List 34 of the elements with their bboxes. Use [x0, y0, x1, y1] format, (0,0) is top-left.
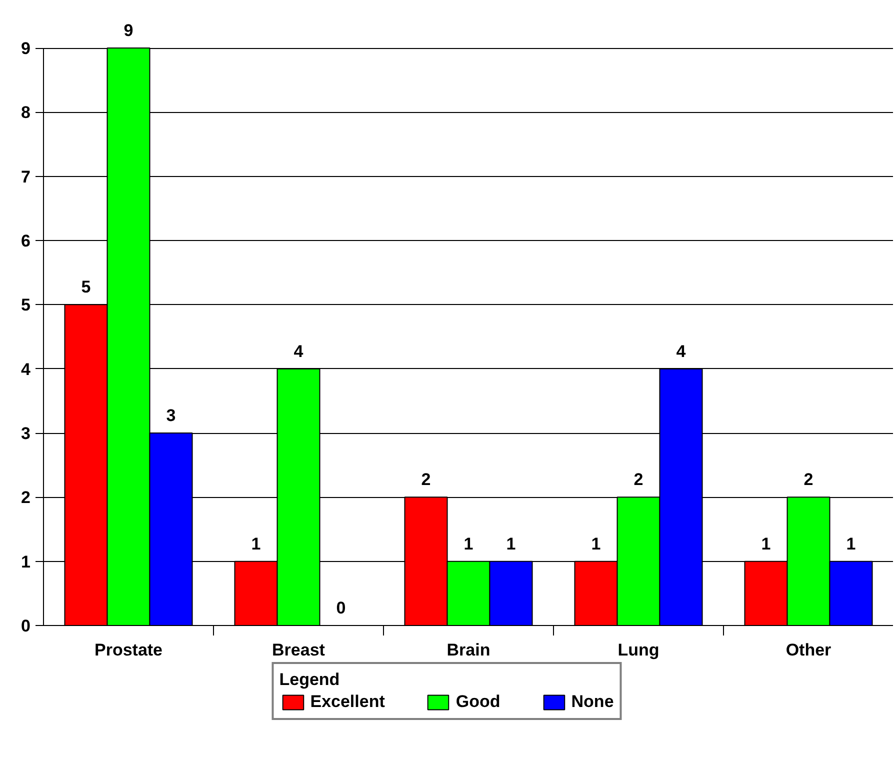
y-tick-label: 1	[21, 552, 31, 572]
legend-label: Excellent	[310, 692, 385, 712]
data-label: 2	[421, 470, 431, 490]
data-label: 4	[294, 342, 304, 361]
data-label: 2	[804, 470, 814, 490]
data-label: 3	[166, 406, 176, 426]
y-tick-label: 9	[21, 39, 31, 58]
y-tick-label: 6	[21, 232, 31, 251]
data-label: 0	[336, 598, 346, 618]
x-tick-label: Prostate	[94, 640, 163, 660]
y-tick-label: 8	[21, 103, 31, 122]
x-tick-label: Other	[786, 640, 832, 660]
data-label: 1	[761, 534, 771, 554]
y-tick-label: 5	[21, 296, 31, 315]
data-label: 9	[124, 21, 134, 40]
legend-title: Legend	[279, 670, 341, 690]
x-tick-label: Breast	[272, 640, 326, 660]
data-label: 2	[634, 470, 644, 490]
x-tick-label: Lung	[618, 640, 660, 660]
legend-label: Good	[456, 692, 500, 712]
y-tick-label: 4	[21, 360, 32, 379]
data-label: 1	[251, 534, 261, 554]
data-label: 5	[81, 278, 91, 297]
data-label: 1	[506, 534, 516, 554]
y-tick-label: 3	[21, 424, 31, 444]
y-tick-label: 2	[21, 488, 31, 508]
x-tick-label: Brain	[446, 640, 490, 660]
y-tick-label: 0	[21, 616, 31, 636]
y-tick-label: 7	[21, 167, 31, 186]
data-label: 1	[846, 534, 856, 554]
legend-label: None	[571, 692, 614, 712]
data-label: 1	[591, 534, 601, 554]
data-label: 4	[676, 342, 686, 361]
data-label: 1	[464, 534, 474, 554]
